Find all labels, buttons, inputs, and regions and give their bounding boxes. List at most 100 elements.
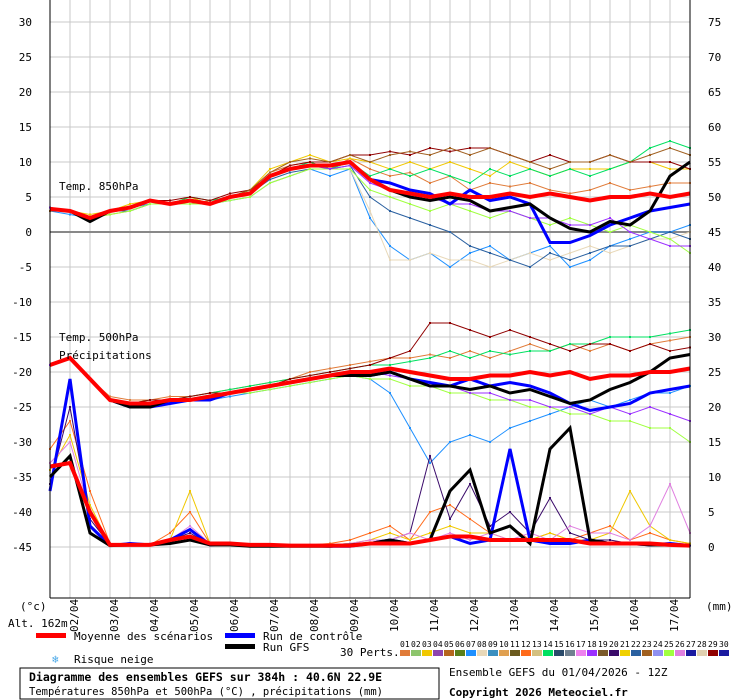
t500-pert-01-line-point: [309, 371, 311, 373]
t850-pert-25-line-point: [569, 217, 571, 219]
t850-pert-25-line-point: [129, 210, 131, 212]
t500-pert-29-line-point: [369, 364, 371, 366]
t850-pert-01-line-point: [429, 182, 431, 184]
pert-legend-id: 15: [554, 640, 564, 649]
legend-mean-swatch: [36, 633, 66, 638]
precip-pert-26-line-point: [609, 532, 611, 534]
t850-pert-14-line-point: [369, 175, 371, 177]
chart-subtitle: Températures 850hPa et 500hPa (°C) , pré…: [29, 686, 383, 698]
pert-legend-swatch: [708, 650, 718, 656]
t850-pert-08-line-point: [589, 245, 591, 247]
t850-pert-14-line-point: [389, 168, 391, 170]
precip-pert-12-line-point: [449, 504, 451, 506]
t500-pert-01-line-point: [329, 367, 331, 370]
t850-pert-08-line-point: [549, 259, 551, 261]
t500-pert-14-line-point: [569, 343, 571, 345]
t850-pert-25-line-point: [409, 203, 411, 205]
t850-pert-29-line-point: [309, 161, 311, 163]
t850-pert-22-line-point: [389, 210, 391, 212]
pert-legend-swatch: [620, 650, 630, 656]
t850-pert-18-line-point: [569, 224, 571, 226]
pert-legend-id: 20: [609, 640, 619, 649]
pert-legend-id: 26: [675, 640, 685, 649]
t850-pert-25-line-point: [669, 238, 671, 240]
t850-pert-29-line-point: [429, 147, 431, 149]
left-tick-label: 0: [25, 226, 32, 239]
t850-pert-25-line-point: [349, 168, 351, 170]
t500-pert-18-line-point: [509, 399, 511, 401]
t850-pert-01-line-point: [649, 185, 651, 188]
t500-pert-14-line-point: [389, 364, 391, 366]
pert-legend-swatch: [697, 650, 707, 656]
t500-pert-14-line-point: [249, 385, 251, 387]
altitude: Alt. 162m: [8, 617, 68, 630]
legend-gfs: Run GFS: [263, 641, 309, 654]
precip-pert-26-line-point: [529, 532, 531, 534]
t850-pert-25-line-point: [469, 210, 471, 212]
precip-pert-26-line-point: [369, 539, 371, 541]
t850-pert-08-line-point: [369, 210, 371, 212]
t850-pert-25-line-point: [189, 203, 191, 205]
t850-pert-07-line-point: [329, 175, 331, 177]
pert-legend-swatch: [543, 650, 553, 656]
t850-pert-25-line-point: [109, 213, 111, 216]
t850-pert-01-line-point: [509, 185, 511, 188]
x-tick-label: 13/04: [508, 599, 521, 632]
precip-pert-26-line-point: [409, 532, 411, 534]
t500-pert-07-line-point: [669, 392, 671, 394]
t850-pert-25-line-point: [649, 231, 651, 233]
t850-pert-14-line-point: [429, 168, 431, 170]
t850-pert-22-line-point: [669, 231, 671, 233]
t850-pert-29-line-point: [389, 150, 391, 153]
t850-pert-22-line-point: [269, 178, 271, 181]
pert-legend-id: 16: [565, 640, 575, 649]
left-tick-label: -5: [19, 261, 32, 274]
t500-pert-14-line-point: [489, 350, 491, 352]
t850-pert-01-line-point: [389, 175, 391, 177]
t500-pert-01-line-point: [169, 395, 171, 398]
t850-pert-23-line-point: [589, 161, 591, 163]
t500-pert-07-line-point: [549, 413, 551, 415]
right-tick-label: 70: [708, 51, 721, 64]
pert-legend-id: 22: [631, 640, 641, 649]
t850-pert-23-line-point: [429, 154, 431, 156]
precip-pert-12-line-point: [389, 525, 391, 527]
t850-pert-07-line-point: [489, 245, 491, 247]
pert-legend-id: 11: [510, 640, 520, 649]
t850-pert-29-line-point: [169, 199, 171, 202]
t850-pert-22-line-point: [469, 245, 471, 247]
left-tick-label: -40: [12, 506, 32, 519]
t850-pert-01-line-point: [629, 189, 631, 191]
t500-pert-25-line-point: [269, 388, 271, 391]
t500-pert-07-line-point: [529, 420, 531, 422]
t500-pert-29-line-point: [629, 350, 631, 352]
precip-pert-20-line-point: [449, 518, 451, 520]
t850-pert-23-line-point: [489, 147, 491, 149]
t500-pert-07-line-point: [389, 392, 391, 394]
precip-pert-26-line-point: [69, 441, 71, 443]
pert-legend-id: 12: [521, 640, 531, 649]
x-tick-label: 05/04: [188, 599, 201, 632]
t850-pert-08-line-point: [529, 252, 531, 254]
copyright: Copyright 2026 Meteociel.fr: [449, 686, 628, 699]
pert-legend-id: 28: [697, 640, 707, 649]
t850-pert-18-line-point: [369, 182, 371, 184]
pert-legend-swatch: [565, 650, 575, 656]
t850-pert-08-line-point: [569, 252, 571, 254]
x-tick-label: 17/04: [668, 599, 681, 632]
t850-pert-01-line-point: [609, 182, 611, 184]
t850-pert-01-line-point: [529, 182, 531, 184]
t500-pert-25-line-point: [489, 399, 491, 401]
precip-pert-12-line-point: [369, 532, 371, 534]
pert-legend-id: 25: [664, 640, 674, 649]
left-tick-label: 5: [25, 191, 32, 204]
t850-pert-29-line-point: [549, 154, 551, 156]
pert-legend-swatch: [631, 650, 641, 656]
t500-mean-line: [49, 355, 691, 406]
t500-pert-18-line-point: [389, 374, 391, 377]
t850-pert-08-line-point: [409, 259, 411, 261]
title-box: [19, 667, 440, 700]
precip-pert-26-line-point: [469, 539, 471, 541]
t850-pert-03-line-point: [469, 168, 471, 170]
t850-pert-03-line-point: [89, 213, 91, 216]
